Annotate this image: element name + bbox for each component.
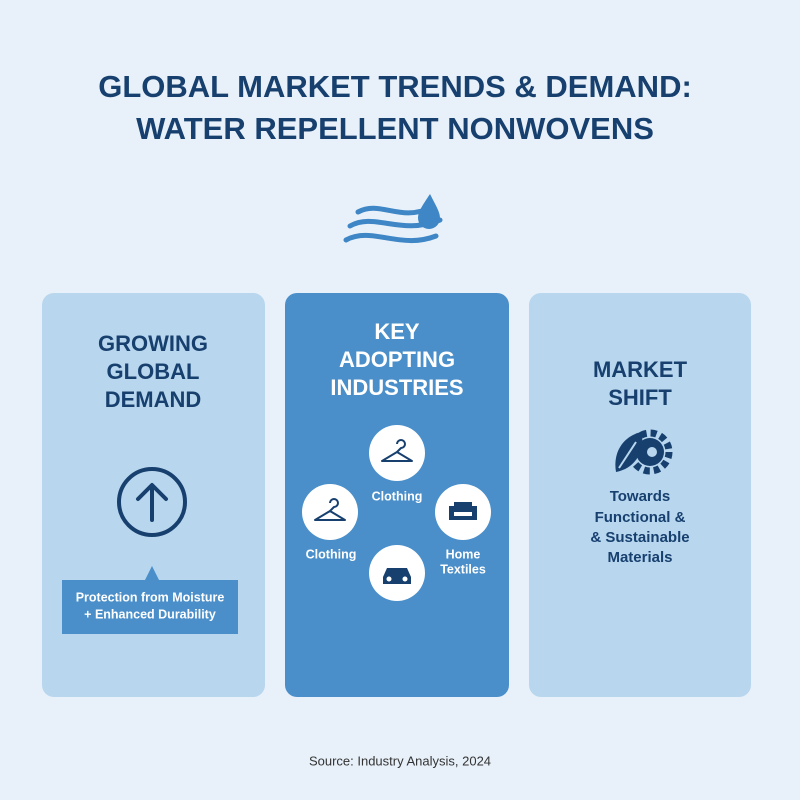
panel-title: GROWING — [98, 331, 208, 356]
panel-title: INDUSTRIES — [330, 375, 463, 400]
shift-text: Materials — [607, 549, 672, 566]
panel-title: DEMAND — [105, 387, 202, 412]
panel — [285, 293, 509, 697]
source-note: Source: Industry Analysis, 2024 — [309, 753, 491, 768]
shift-text: Towards — [610, 488, 671, 505]
industry-icons — [302, 425, 491, 601]
panel-title: MARKET — [593, 357, 688, 382]
industry-label: Home — [446, 547, 481, 561]
panel-title: SHIFT — [608, 385, 672, 410]
panel-title: ADOPTING — [339, 347, 455, 372]
leaf-gear-icon — [615, 429, 673, 475]
shift-text: Functional & — [595, 509, 686, 526]
callout-text: + Enhanced Durability — [84, 607, 216, 621]
callout-box — [62, 566, 238, 634]
panel-title: KEY — [374, 319, 420, 344]
up-arrow-icon — [117, 467, 187, 537]
shift-text: & Sustainable — [590, 529, 689, 546]
title-line: WATER REPELLENT NONWOVENS — [136, 111, 654, 146]
industry-label: Textiles — [440, 562, 486, 576]
industry-label: Clothing — [372, 489, 423, 503]
panel-title: GLOBAL — [107, 359, 200, 384]
title-line: GLOBAL MARKET TRENDS & DEMAND: — [98, 69, 692, 104]
industry-label: Clothing — [306, 547, 357, 561]
panel — [529, 293, 751, 697]
water-logo — [343, 194, 443, 244]
callout-text: Protection from Moisture — [76, 590, 225, 604]
